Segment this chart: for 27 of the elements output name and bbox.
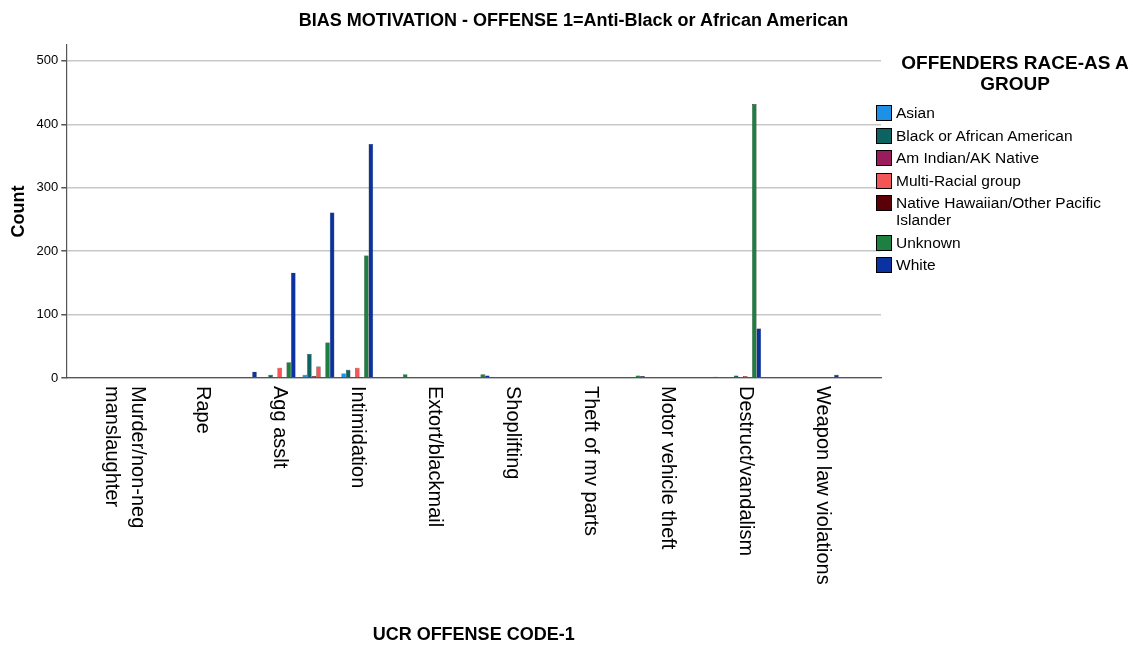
- y-tick-label: 500: [36, 52, 59, 68]
- legend-label: Black or African American: [896, 126, 1073, 144]
- y-tick-label: 0: [51, 369, 59, 385]
- legend-label: Native Hawaiian/Other Pacific Islander: [896, 194, 1103, 228]
- x-tick-label: Murder/non-neg manslaughter: [101, 386, 150, 529]
- legend-label: Multi-Racial group: [896, 171, 1021, 189]
- y-tick-label: 100: [36, 306, 59, 322]
- y-axis-title: Count: [7, 185, 28, 238]
- x-tick-label: Extort/blackmail: [425, 386, 448, 528]
- x-tick-label: Rape: [192, 386, 215, 434]
- x-tick-label: Theft of mv parts: [580, 386, 603, 537]
- y-tick-label: 400: [36, 115, 59, 131]
- legend-title: OFFENDERS RACE-AS A GROUP: [900, 52, 1130, 94]
- y-tick-label: 300: [36, 179, 59, 195]
- x-axis-title: UCR OFFENSE CODE-1: [372, 623, 575, 644]
- legend-label: Asian: [896, 104, 935, 121]
- chart-title: BIAS MOTIVATION - OFFENSE 1=Anti-Black or African American: [297, 10, 850, 31]
- x-tick-label: Weapon law violations: [813, 386, 836, 585]
- legend-label: Unknown: [896, 233, 961, 251]
- x-tick-label: Shoplifting: [502, 386, 525, 480]
- x-tick-label: Intimidation: [347, 386, 370, 489]
- y-tick-label: 200: [36, 242, 59, 258]
- x-tick-label: Destruct/vandalism: [735, 386, 758, 557]
- x-tick-label: Agg asslt: [270, 386, 293, 469]
- legend-label: Am Indian/AK Native: [896, 149, 1040, 166]
- x-tick-label: Motor vehicle theft: [658, 386, 681, 550]
- legend-label: White: [896, 256, 936, 273]
